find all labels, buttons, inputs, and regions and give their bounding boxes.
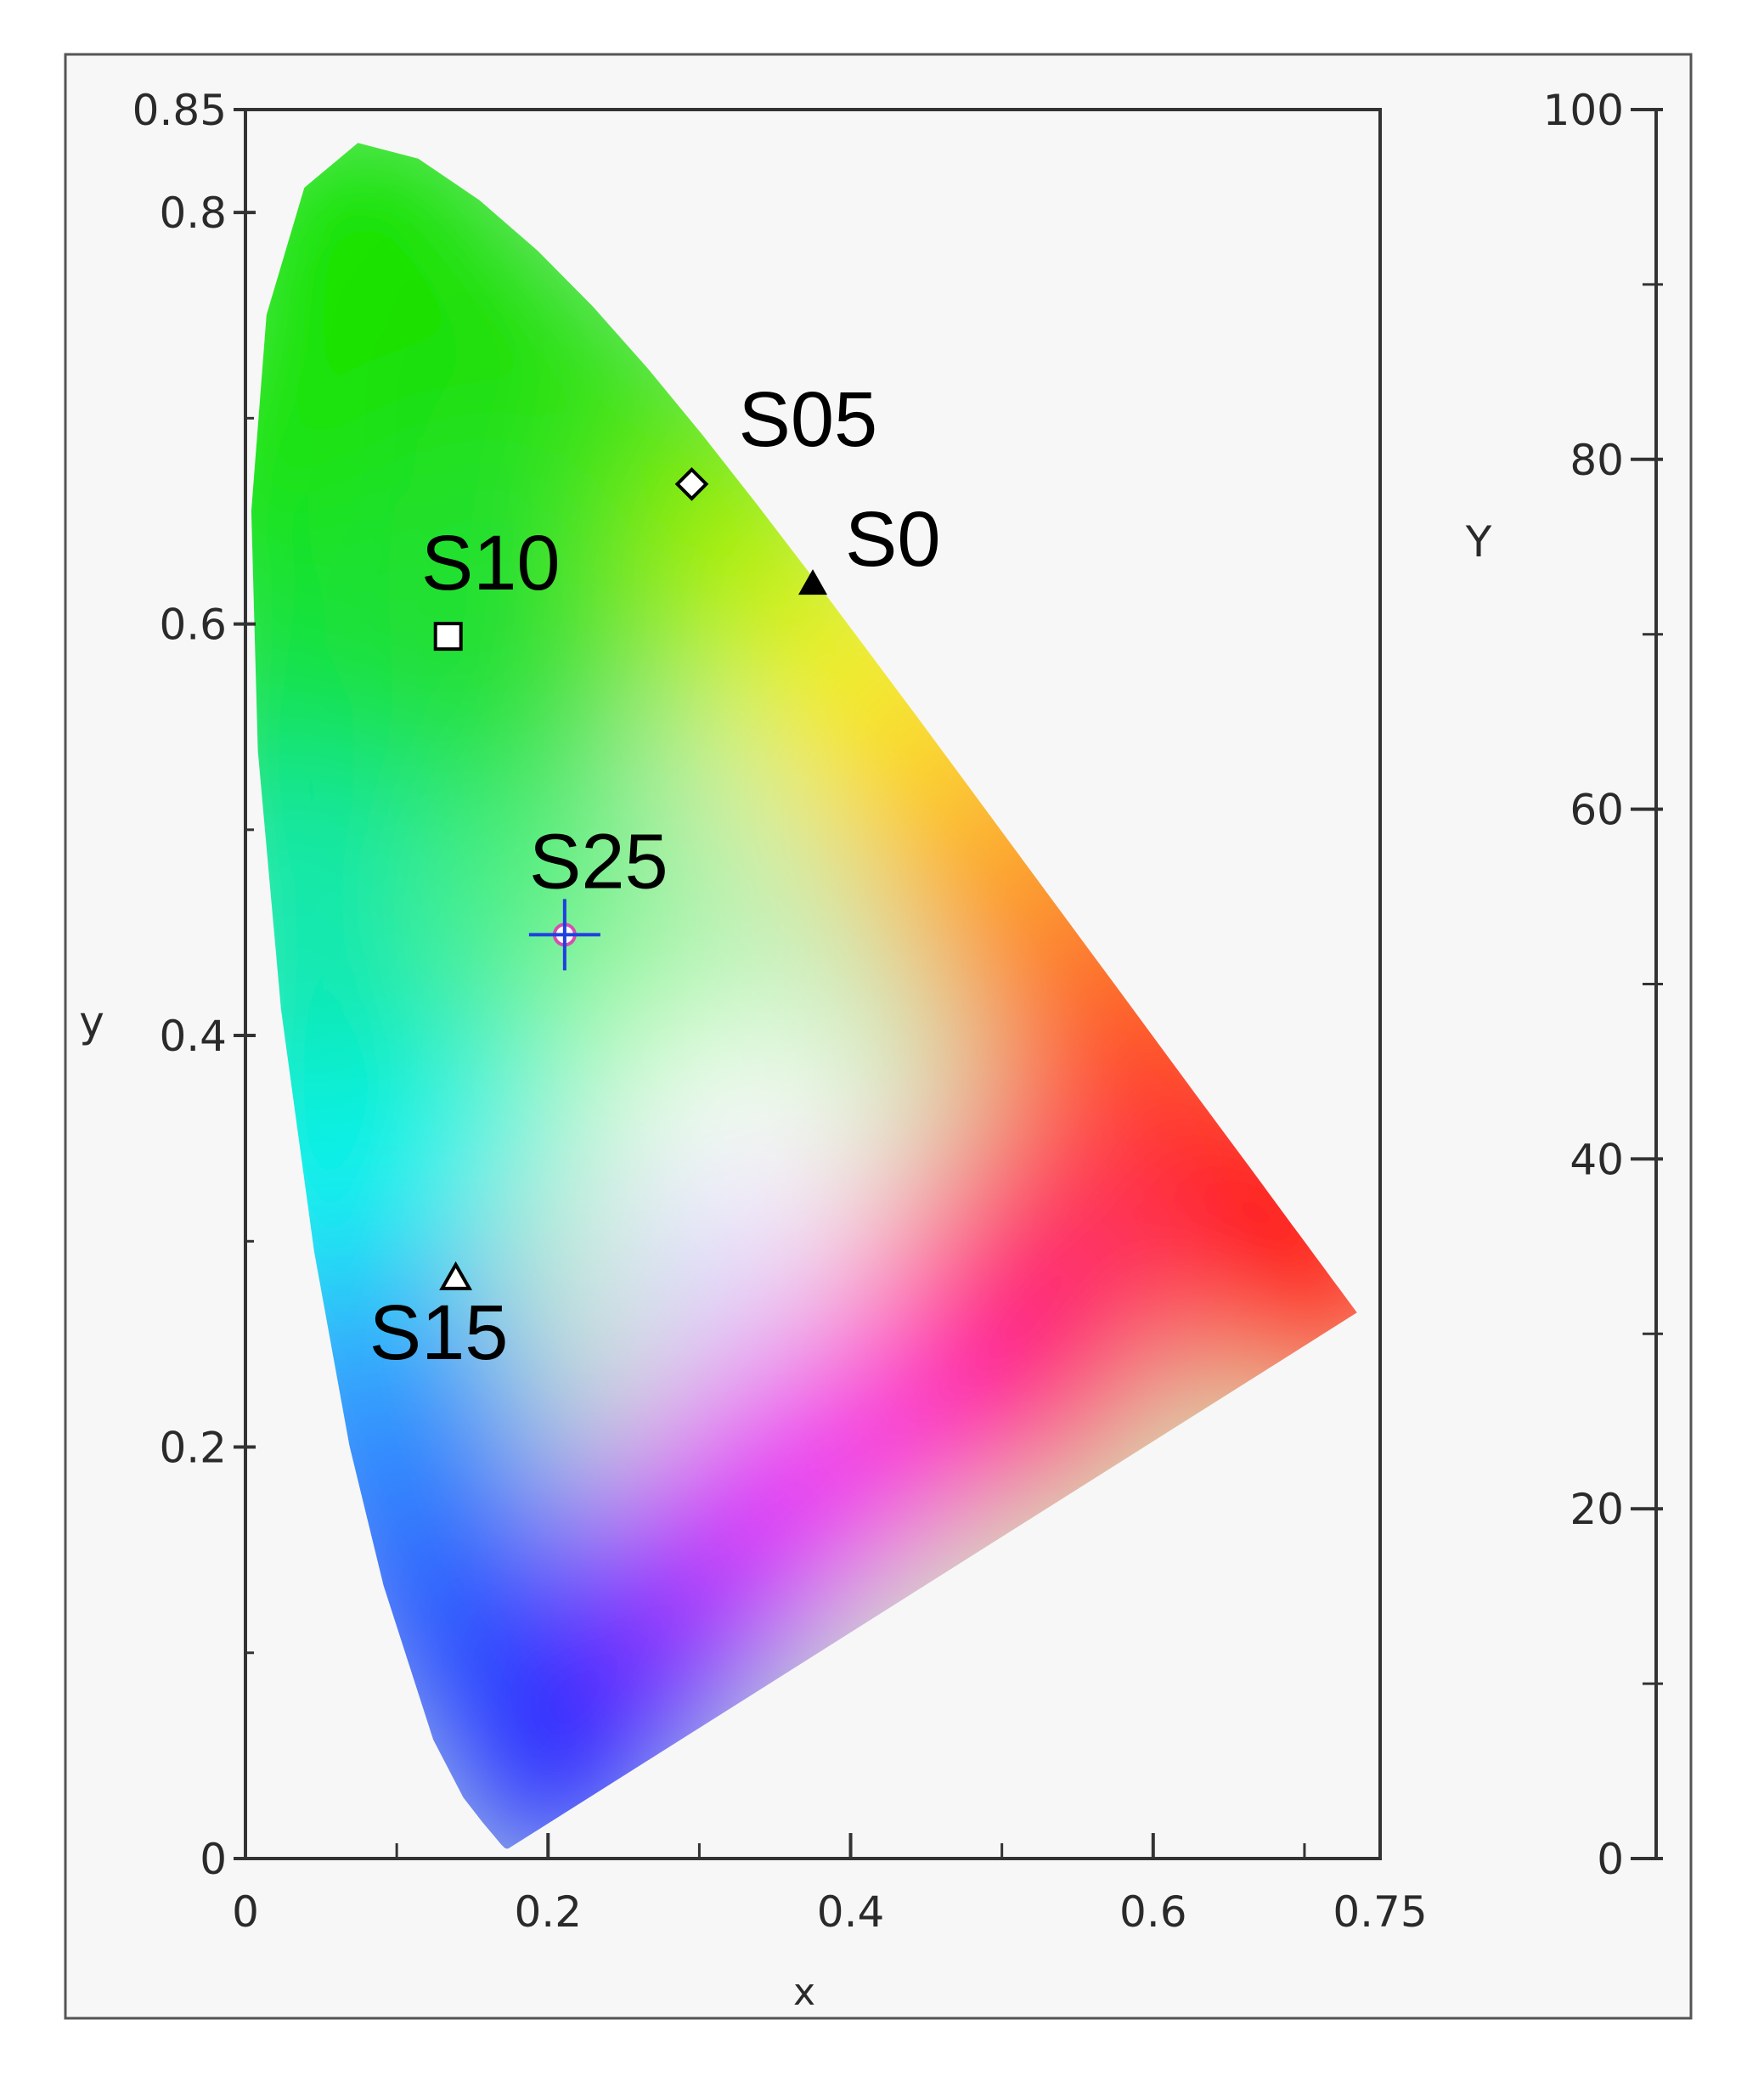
y-axis-ticks: 0 0.2 0.4 0.6 0.8 0.85 [132,86,256,1884]
point-marker [798,569,827,595]
y2-tick-label: 20 [1570,1485,1624,1534]
point-s25: S25 [528,818,668,971]
point-label: S25 [529,818,668,905]
point-marker [439,1261,473,1290]
y-axis-label: y [79,997,104,1046]
point-s15: S15 [369,1261,509,1376]
plot-frame [244,108,1382,1860]
point-s10: S10 [421,520,561,652]
point-s0: S0 [798,496,941,595]
x-axis-ticks: 0 0.2 0.4 0.6 0.75 [232,1833,1428,1937]
y2-tick-label: 40 [1570,1135,1624,1184]
x-tick-label: 0.2 [515,1887,583,1937]
x-tick-label: 0.75 [1333,1887,1427,1937]
y2-tick-label: 100 [1543,86,1624,135]
point-s05: S05 [674,376,877,501]
x-tick-label: 0.4 [817,1887,885,1937]
point-marker [674,467,709,501]
y-tick-label: 0.8 [159,189,227,238]
point-marker [433,622,463,652]
y-tick-label: 0.85 [132,86,227,135]
point-label: S10 [421,520,561,606]
y-tick-label: 0.2 [159,1424,227,1473]
data-points: S0 S05 S10 S15 S25 [369,376,941,1376]
point-label: S15 [369,1289,509,1376]
y2-axis: 0 20 40 60 80 100 [1543,86,1663,1884]
y-tick-label: 0 [200,1835,227,1884]
y2-axis-label: Y [1465,517,1492,567]
y-tick-label: 0.6 [159,601,227,650]
point-label: S05 [738,376,877,463]
y2-tick-label: 0 [1597,1835,1624,1884]
x-tick-label: 0 [232,1887,259,1937]
x-tick-label: 0.6 [1119,1887,1187,1937]
y2-tick-label: 60 [1570,786,1624,835]
x-axis-label: x [793,1971,815,2014]
point-label: S0 [845,496,941,583]
y2-tick-label: 80 [1570,436,1624,485]
y-tick-label: 0.4 [159,1012,227,1061]
